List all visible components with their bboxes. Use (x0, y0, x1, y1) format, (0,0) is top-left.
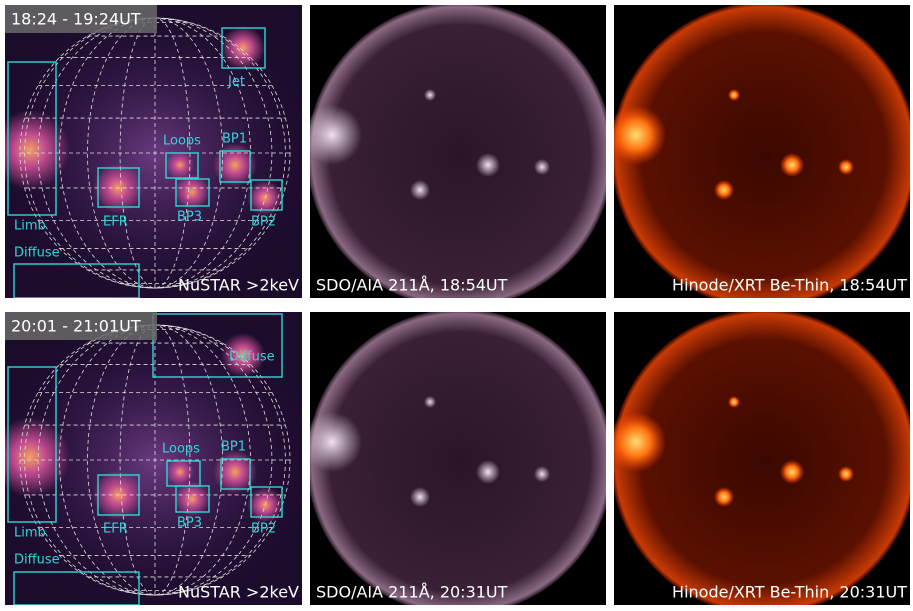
emission (221, 26, 265, 70)
region-box (13, 263, 140, 298)
solar-disk (614, 5, 910, 298)
region-box (219, 150, 251, 183)
active-region (534, 466, 550, 482)
panel: SDO/AIA 211Å, 18:54UT (310, 5, 606, 298)
region-label: Limb (14, 526, 46, 541)
active-region (614, 412, 666, 472)
active-region (410, 487, 430, 507)
region-label: BP1 (222, 132, 247, 147)
region-label: Limb (14, 219, 46, 234)
solar-disk (310, 5, 606, 298)
active-region (310, 412, 362, 472)
active-region (780, 153, 804, 177)
active-region (424, 89, 436, 101)
active-region (838, 159, 854, 175)
panel: SDO/AIA 211Å, 20:31UT (310, 312, 606, 605)
panel-caption: Hinode/XRT Be-Thin, 20:31UT (672, 583, 907, 602)
panel-caption: NuSTAR >2keV (178, 583, 299, 602)
emission (166, 151, 194, 179)
region-box (221, 27, 266, 69)
region-box (175, 485, 210, 513)
region-label: Loops (163, 134, 201, 149)
region-label: BP3 (177, 210, 202, 225)
region-box (7, 61, 57, 216)
emission (166, 458, 194, 486)
region-box (250, 179, 283, 211)
panel: Diffuse Loops BP1 Limb EFR BP3 BP2 Diffuse 20:01… (5, 312, 302, 605)
panel: Jet Limb Loops BP1 EFR BP3 BP2 Diffuse 18:24 - 1… (5, 5, 302, 298)
region-box (7, 366, 57, 523)
active-region (534, 159, 550, 175)
region-label: BP3 (177, 516, 202, 531)
active-region (310, 105, 362, 165)
panel-caption: Hinode/XRT Be-Thin, 18:54UT (672, 276, 907, 295)
active-region (476, 153, 500, 177)
active-region (838, 466, 854, 482)
active-region (614, 105, 666, 165)
panel: Hinode/XRT Be-Thin, 18:54UT (614, 5, 910, 298)
region-label: BP2 (251, 215, 276, 230)
region-box (152, 313, 283, 378)
time-label: 18:24 - 19:24UT (11, 10, 141, 29)
region-label: Diffuse (14, 246, 60, 261)
active-region (728, 396, 740, 408)
panel-caption: SDO/AIA 211Å, 20:31UT (316, 583, 508, 602)
solar-disk (310, 312, 606, 605)
active-region (714, 180, 734, 200)
region-box (165, 152, 199, 179)
region-box (220, 458, 251, 490)
region-label: BP2 (251, 522, 276, 537)
region-box (13, 571, 140, 605)
region-label: Diffuse (229, 350, 275, 365)
region-box (97, 474, 140, 516)
region-label: Loops (162, 442, 200, 457)
active-region (780, 460, 804, 484)
region-label: Jet (227, 75, 245, 90)
emission (174, 174, 210, 210)
region-box (250, 486, 283, 518)
active-region (714, 487, 734, 507)
region-label: Diffuse (14, 553, 60, 568)
time-label-bg (5, 5, 157, 33)
panel: Hinode/XRT Be-Thin, 20:31UT (614, 312, 910, 605)
region-box (97, 167, 140, 208)
emission (213, 450, 257, 494)
haze (5, 5, 302, 298)
region-label: BP1 (221, 440, 246, 455)
emission (213, 143, 257, 187)
active-region (410, 180, 430, 200)
region-label: EFR (103, 522, 128, 537)
region-label: EFR (103, 215, 128, 230)
emission (221, 333, 265, 377)
emission (174, 481, 210, 517)
active-region (728, 89, 740, 101)
region-box (175, 178, 210, 207)
active-region (424, 396, 436, 408)
panel-caption: SDO/AIA 211Å, 18:54UT (316, 276, 508, 295)
time-label-bg (5, 312, 157, 340)
active-region (476, 460, 500, 484)
solar-disk (614, 312, 910, 605)
time-label: 20:01 - 21:01UT (11, 317, 141, 336)
haze (5, 312, 302, 605)
panel-caption: NuSTAR >2keV (178, 276, 299, 295)
